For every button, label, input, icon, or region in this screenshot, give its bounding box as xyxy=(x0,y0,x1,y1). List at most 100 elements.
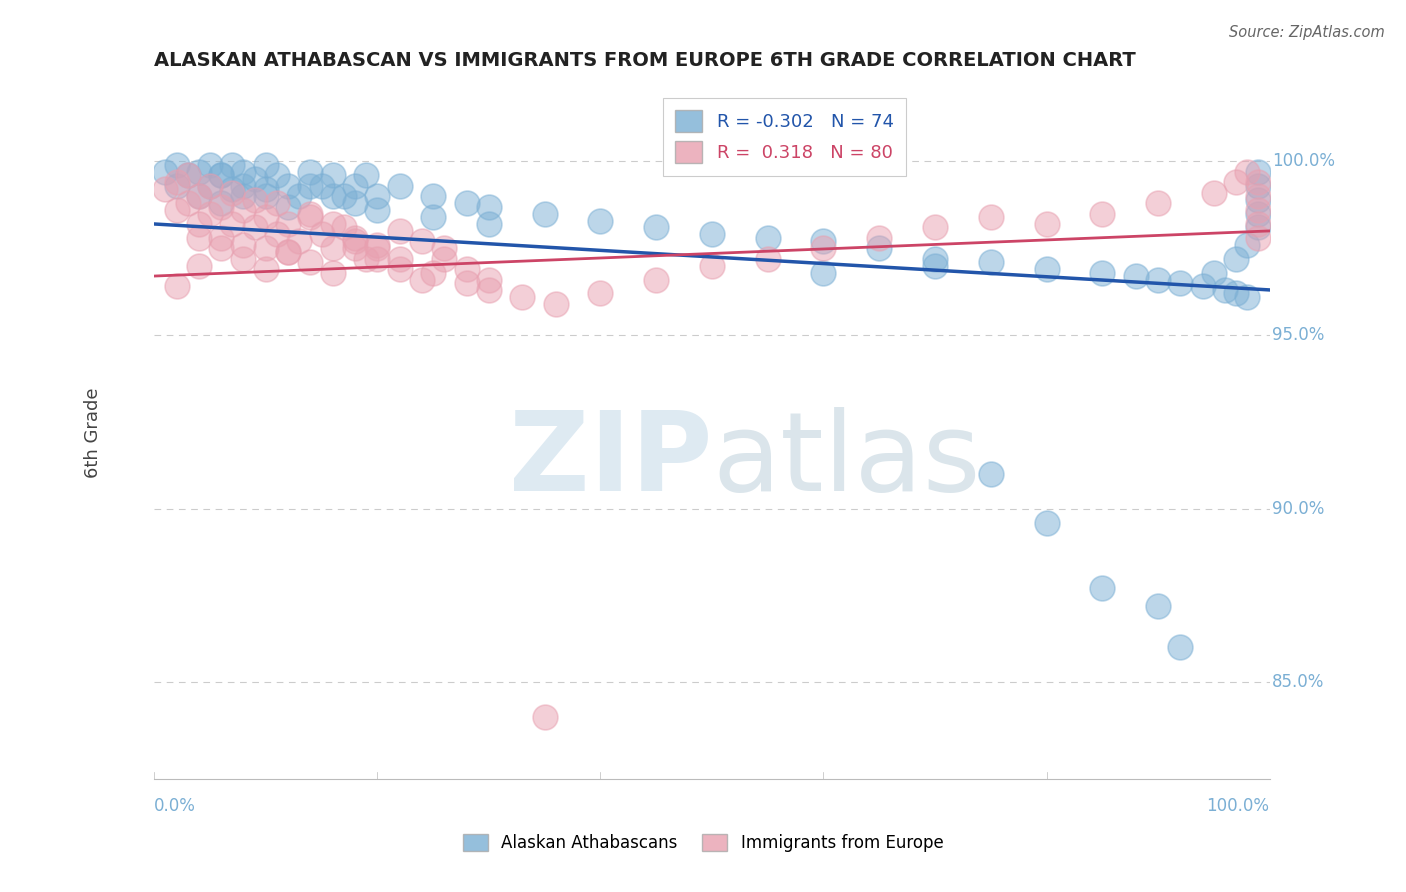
Point xyxy=(756,252,779,266)
Point xyxy=(232,178,254,193)
Point xyxy=(277,200,299,214)
Point xyxy=(198,178,221,193)
Point xyxy=(187,231,209,245)
Point xyxy=(232,189,254,203)
Point xyxy=(980,467,1002,481)
Point xyxy=(1236,237,1258,252)
Point xyxy=(924,252,946,266)
Point xyxy=(1125,268,1147,283)
Point xyxy=(176,169,198,183)
Point xyxy=(254,262,277,277)
Point xyxy=(277,178,299,193)
Point xyxy=(176,196,198,211)
Point xyxy=(422,266,444,280)
Point xyxy=(478,217,501,231)
Point xyxy=(198,178,221,193)
Point xyxy=(187,189,209,203)
Point xyxy=(322,189,344,203)
Text: 100.0%: 100.0% xyxy=(1206,797,1270,814)
Point xyxy=(388,178,411,193)
Point xyxy=(198,206,221,220)
Point xyxy=(354,169,377,183)
Point xyxy=(209,200,232,214)
Point xyxy=(366,203,388,218)
Point xyxy=(166,279,188,293)
Legend: R = -0.302   N = 74, R =  0.318   N = 80: R = -0.302 N = 74, R = 0.318 N = 80 xyxy=(662,97,907,176)
Point xyxy=(868,241,890,255)
Point xyxy=(254,189,277,203)
Point xyxy=(343,178,366,193)
Point xyxy=(209,196,232,211)
Text: 85.0%: 85.0% xyxy=(1272,673,1324,691)
Text: 6th Grade: 6th Grade xyxy=(84,387,101,477)
Point xyxy=(277,217,299,231)
Point xyxy=(254,182,277,196)
Point xyxy=(166,178,188,193)
Point xyxy=(1147,599,1170,613)
Point xyxy=(299,178,322,193)
Point xyxy=(422,210,444,224)
Point xyxy=(243,193,266,207)
Point xyxy=(243,172,266,186)
Text: atlas: atlas xyxy=(711,407,980,514)
Point xyxy=(221,217,243,231)
Point xyxy=(544,297,567,311)
Point xyxy=(277,244,299,259)
Legend: Alaskan Athabascans, Immigrants from Europe: Alaskan Athabascans, Immigrants from Eur… xyxy=(456,827,950,859)
Point xyxy=(980,210,1002,224)
Point xyxy=(433,241,456,255)
Point xyxy=(478,283,501,297)
Point xyxy=(299,165,322,179)
Point xyxy=(813,266,835,280)
Point xyxy=(388,262,411,277)
Point xyxy=(322,169,344,183)
Point xyxy=(1170,640,1192,655)
Point xyxy=(868,231,890,245)
Point xyxy=(1247,217,1270,231)
Point xyxy=(221,186,243,200)
Point xyxy=(1225,252,1247,266)
Point xyxy=(1236,165,1258,179)
Point xyxy=(166,175,188,189)
Point xyxy=(155,165,177,179)
Text: 90.0%: 90.0% xyxy=(1272,500,1324,517)
Point xyxy=(1202,186,1225,200)
Point xyxy=(645,272,668,286)
Point xyxy=(478,200,501,214)
Point xyxy=(322,241,344,255)
Point xyxy=(366,189,388,203)
Point xyxy=(456,196,478,211)
Point xyxy=(354,252,377,266)
Point xyxy=(813,241,835,255)
Point xyxy=(645,220,668,235)
Point xyxy=(243,220,266,235)
Point xyxy=(388,224,411,238)
Point xyxy=(198,158,221,172)
Point xyxy=(1035,262,1057,277)
Point xyxy=(232,203,254,218)
Point xyxy=(1225,175,1247,189)
Point xyxy=(187,189,209,203)
Point xyxy=(322,266,344,280)
Point xyxy=(187,259,209,273)
Point xyxy=(1213,283,1236,297)
Point xyxy=(266,196,288,211)
Point xyxy=(209,169,232,183)
Point xyxy=(1247,231,1270,245)
Point xyxy=(333,220,356,235)
Point xyxy=(1247,175,1270,189)
Text: ZIP: ZIP xyxy=(509,407,711,514)
Point xyxy=(311,227,333,242)
Point xyxy=(1091,582,1114,596)
Point xyxy=(589,213,612,227)
Point xyxy=(1247,165,1270,179)
Point xyxy=(1247,206,1270,220)
Point xyxy=(1035,217,1057,231)
Point xyxy=(813,235,835,249)
Point xyxy=(533,710,555,724)
Point xyxy=(254,210,277,224)
Text: 0.0%: 0.0% xyxy=(155,797,195,814)
Point xyxy=(700,259,723,273)
Point xyxy=(366,237,388,252)
Point xyxy=(924,259,946,273)
